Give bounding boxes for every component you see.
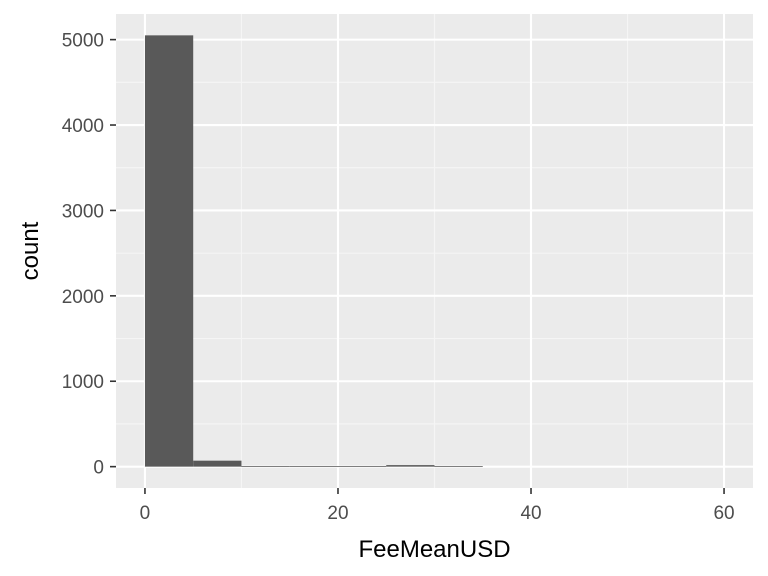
y-tick-label: 0: [93, 458, 104, 479]
histogram-bar: [241, 466, 290, 468]
y-tick-labels: 0 1000 2000 3000 4000 5000: [62, 31, 104, 479]
axis-ticks: [110, 38, 725, 494]
y-tick-label: 4000: [62, 116, 104, 137]
x-axis-title: FeeMeanUSD: [358, 536, 510, 563]
histogram-bar: [337, 466, 387, 468]
x-tick-label: 60: [713, 503, 734, 524]
histogram-bar: [193, 460, 242, 467]
histogram-bar: [144, 35, 194, 467]
histogram-bar: [434, 466, 483, 468]
y-tick-label: 3000: [62, 201, 104, 222]
histogram-bar: [289, 466, 338, 468]
histogram-bars: [144, 35, 483, 468]
minor-grid-lines: [116, 14, 753, 488]
y-tick-label: 2000: [62, 287, 104, 308]
x-tick-labels: 0 20 40 60: [140, 503, 735, 524]
y-tick-label: 1000: [62, 372, 104, 393]
x-tick-label: 20: [327, 503, 348, 524]
x-tick-label: 40: [520, 503, 541, 524]
y-axis-title: count: [17, 221, 44, 280]
y-tick-label: 5000: [62, 31, 104, 52]
x-tick-label: 0: [140, 503, 151, 524]
histogram-bar: [386, 465, 435, 467]
